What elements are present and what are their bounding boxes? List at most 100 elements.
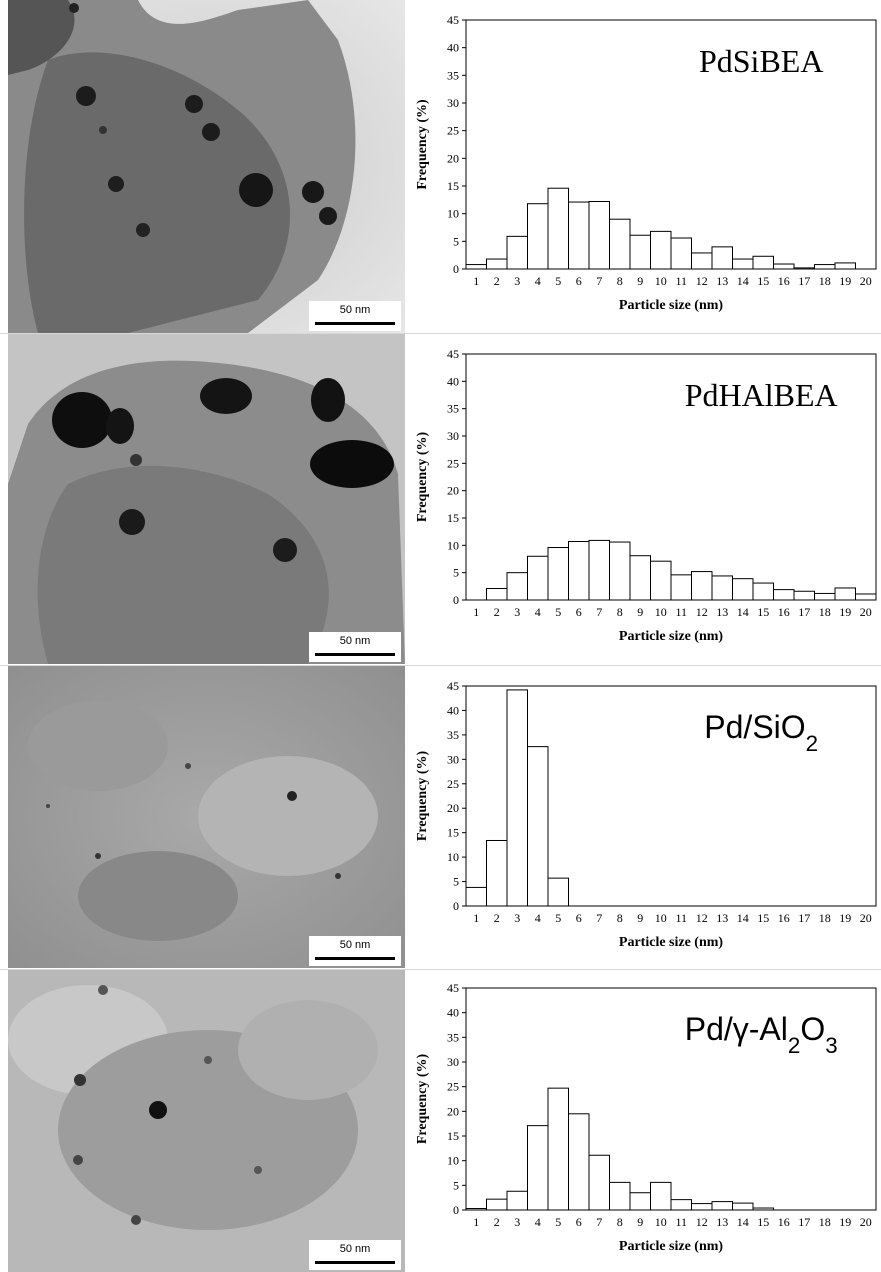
- x-tick-label: 4: [535, 274, 541, 288]
- y-tick-label: 30: [447, 96, 459, 110]
- y-axis-label: Frequency (%): [415, 99, 430, 190]
- x-tick-label: 6: [576, 1215, 582, 1229]
- x-tick-label: 10: [655, 911, 667, 925]
- tem-micrograph: [8, 0, 405, 333]
- bar: [691, 252, 713, 270]
- x-tick-label: 20: [860, 605, 872, 619]
- y-tick-label: 30: [447, 752, 459, 766]
- particle-dot: [76, 86, 96, 106]
- y-tick-label: 5: [453, 566, 459, 580]
- x-tick-label: 14: [737, 274, 749, 288]
- bar: [711, 1201, 733, 1211]
- y-tick-label: 45: [447, 13, 459, 27]
- bar: [568, 201, 590, 270]
- y-tick-label: 10: [447, 850, 459, 864]
- bar: [650, 1181, 672, 1211]
- bar: [486, 839, 508, 907]
- bar: [650, 230, 672, 270]
- chart-pd-sio2: 0 5 10 15 20 25 30 35 40 45 1 2 3 4 5 6 7 8 9 10 11 12 13 14 15 1…: [410, 670, 878, 966]
- bar: [670, 1199, 692, 1211]
- bar: [773, 589, 795, 601]
- y-tick-label: 10: [447, 538, 459, 552]
- x-tick-label: 19: [839, 605, 851, 619]
- x-tick-label: 10: [655, 605, 667, 619]
- y-tick-label: 5: [453, 1178, 459, 1192]
- tem-image-pd-al2o3: 50 nm: [8, 970, 405, 1272]
- bar: [527, 1125, 549, 1211]
- x-tick-label: 19: [839, 274, 851, 288]
- bar: [814, 592, 836, 601]
- bar: [547, 877, 569, 907]
- bar: [547, 1087, 569, 1211]
- x-tick-label: 5: [555, 605, 561, 619]
- bar: [732, 578, 754, 601]
- x-tick-label: 3: [514, 1215, 520, 1229]
- scale-bar: 50 nm: [309, 632, 401, 662]
- x-tick-label: 18: [819, 1215, 831, 1229]
- bar: [752, 255, 774, 270]
- x-tick-label: 11: [675, 1215, 687, 1229]
- x-tick-label: 13: [716, 1215, 728, 1229]
- x-tick-label: 15: [757, 1215, 769, 1229]
- x-tick-label: 4: [535, 605, 541, 619]
- bar: [465, 1208, 487, 1211]
- x-tick-label: 13: [716, 605, 728, 619]
- x-tick-label: 12: [696, 274, 708, 288]
- x-tick-label: 15: [757, 274, 769, 288]
- x-tick-label: 14: [737, 911, 749, 925]
- x-tick-label: 8: [617, 1215, 623, 1229]
- x-tick-label: 19: [839, 911, 851, 925]
- bar: [732, 258, 754, 270]
- tem-image-pd-sio2: 50 nm: [8, 666, 405, 968]
- bar: [547, 187, 569, 270]
- x-tick-label: 16: [778, 274, 790, 288]
- bar: [465, 886, 487, 907]
- x-tick-label: 6: [576, 274, 582, 288]
- y-tick-label: 40: [447, 41, 459, 55]
- x-tick-label: 16: [778, 911, 790, 925]
- y-tick-label: 25: [447, 777, 459, 791]
- row-divider: [0, 969, 881, 970]
- x-tick-label: 13: [716, 274, 728, 288]
- y-tick-label: 10: [447, 207, 459, 221]
- chart-title: Pd/SiO2: [704, 709, 818, 756]
- y-axis-label: Frequency (%): [415, 1053, 430, 1144]
- x-tick-label: 5: [555, 274, 561, 288]
- x-tick-label: 6: [576, 911, 582, 925]
- bar: [773, 263, 795, 270]
- x-tick-label: 7: [596, 1215, 602, 1229]
- x-tick-label: 1: [473, 911, 479, 925]
- bar: [691, 571, 713, 601]
- x-tick-label: 18: [819, 605, 831, 619]
- x-tick-label: 8: [617, 605, 623, 619]
- scale-bar-label: 50 nm: [339, 304, 371, 316]
- x-tick-label: 18: [819, 911, 831, 925]
- x-tick-label: 3: [514, 274, 520, 288]
- x-tick-label: 10: [655, 1215, 667, 1229]
- x-tick-label: 2: [494, 1215, 500, 1229]
- row-divider: [0, 333, 881, 334]
- x-tick-label: 17: [798, 1215, 810, 1229]
- x-tick-label: 11: [675, 911, 687, 925]
- y-tick-label: 20: [447, 484, 459, 498]
- x-tick-label: 12: [696, 911, 708, 925]
- y-tick-label: 0: [453, 593, 459, 607]
- x-axis-label: Particle size (nm): [619, 629, 724, 644]
- x-tick-label: 17: [798, 911, 810, 925]
- y-tick-label: 40: [447, 374, 459, 388]
- x-tick-label: 5: [555, 911, 561, 925]
- x-tick-label: 18: [819, 274, 831, 288]
- bar: [752, 582, 774, 601]
- y-tick-label: 40: [447, 703, 459, 717]
- bar: [855, 593, 877, 601]
- y-tick-label: 15: [447, 1129, 459, 1143]
- y-tick-label: 5: [453, 875, 459, 889]
- x-axis-label: Particle size (nm): [619, 935, 724, 950]
- y-axis-label: Frequency (%): [415, 750, 430, 841]
- bar: [793, 267, 815, 270]
- x-tick-label: 4: [535, 911, 541, 925]
